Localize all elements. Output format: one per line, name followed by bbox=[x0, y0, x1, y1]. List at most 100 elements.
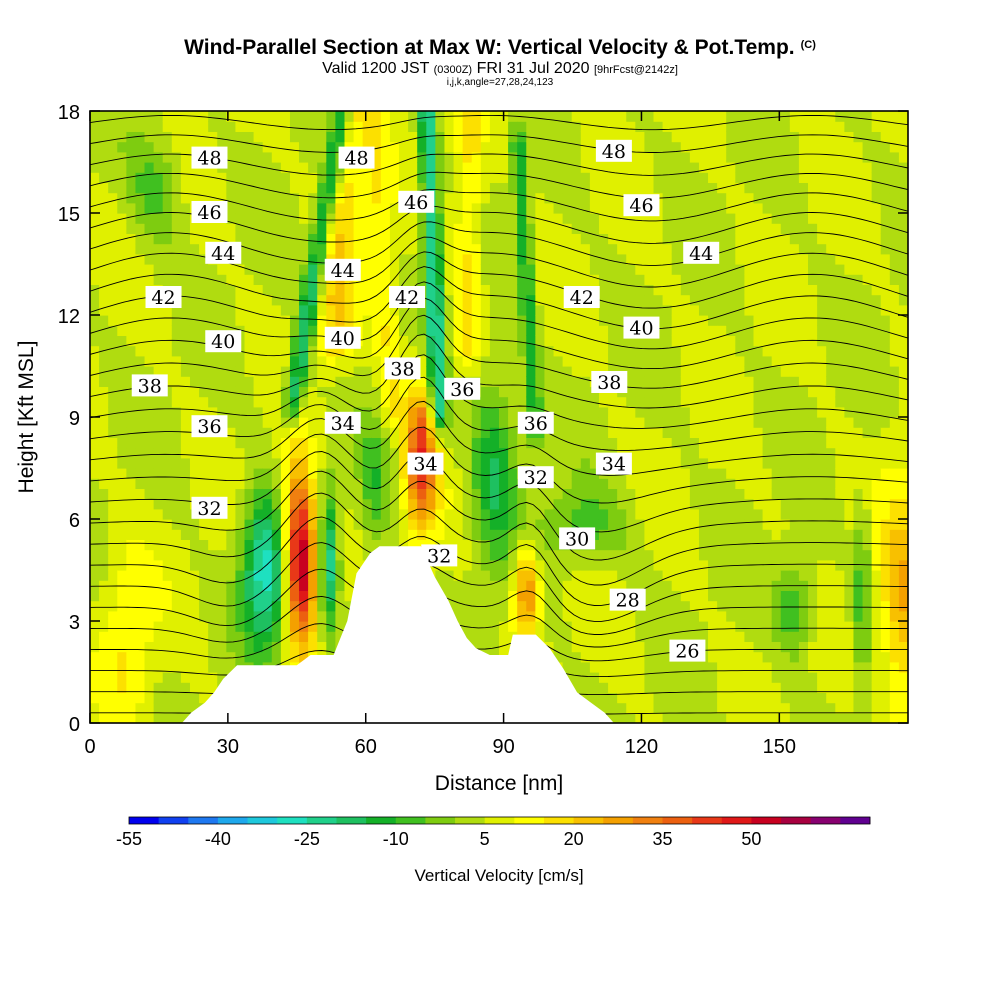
colorbar-swatch bbox=[603, 817, 634, 824]
colorbar-tick-label: -55 bbox=[116, 829, 142, 849]
contour-label: 36 bbox=[191, 415, 228, 438]
colorbar-swatch bbox=[395, 817, 426, 824]
contour-label-text: 44 bbox=[331, 260, 355, 282]
contour-label-text: 30 bbox=[565, 528, 589, 550]
forecast-info: [9hrFcst@2142z] bbox=[593, 64, 678, 76]
contour-label: 42 bbox=[389, 286, 426, 309]
contour-label-box bbox=[623, 194, 660, 217]
contour-label: 30 bbox=[559, 527, 596, 550]
contour-label-box bbox=[623, 316, 660, 339]
y-tick-label: 12 bbox=[58, 306, 80, 328]
valid-utc: (0300Z) bbox=[433, 64, 473, 76]
colorbar-frame bbox=[128, 816, 871, 825]
contour-label-text: 48 bbox=[197, 148, 221, 170]
contour-label: 46 bbox=[398, 190, 435, 214]
colorbar-tick-label: 50 bbox=[741, 829, 761, 849]
contour-label: 34 bbox=[407, 452, 444, 476]
contour-label-text: 40 bbox=[331, 328, 355, 350]
contour-label-text: 36 bbox=[524, 413, 548, 435]
contour-label-text: 32 bbox=[197, 498, 221, 520]
x-tick-label: 0 bbox=[84, 736, 95, 758]
colorbar-tick-label: -40 bbox=[205, 829, 231, 849]
contour-label-text: 48 bbox=[602, 141, 626, 163]
contour-label-box bbox=[595, 452, 632, 475]
contour-label-box bbox=[683, 241, 720, 264]
contour-label-text: 42 bbox=[151, 287, 175, 309]
contour-label-box bbox=[398, 190, 435, 213]
contour-label-text: 34 bbox=[413, 454, 437, 476]
colorbar-swatch bbox=[217, 817, 248, 824]
colorbar-swatch bbox=[129, 817, 160, 824]
contour-label: 36 bbox=[517, 411, 554, 435]
potential-temperature-contours bbox=[90, 114, 908, 715]
contour-label: 40 bbox=[324, 326, 361, 350]
contour-label: 38 bbox=[591, 371, 628, 394]
chart-subtitle: Valid 1200 JST (0300Z) FRI 31 Jul 2020 [… bbox=[0, 60, 1000, 78]
contour-label: 48 bbox=[595, 139, 632, 163]
colorbar-swatch bbox=[692, 817, 723, 824]
y-tick-label: 6 bbox=[69, 510, 80, 532]
contour-label: 42 bbox=[145, 286, 182, 309]
contour-label: 48 bbox=[191, 146, 228, 170]
colorbar-swatch bbox=[484, 817, 515, 824]
contour-label-text: 44 bbox=[211, 243, 235, 265]
contour-label-box bbox=[324, 258, 361, 281]
x-axis-label: Distance [nm] bbox=[435, 772, 563, 795]
contour-label: 44 bbox=[324, 258, 361, 282]
chart-indices: i,j,k,angle=27,28,24,123 bbox=[446, 77, 554, 88]
colorbar-tick-label: 20 bbox=[564, 829, 584, 849]
contour-label-box bbox=[338, 146, 375, 169]
contour-label-text: 32 bbox=[427, 545, 451, 567]
contour-label-box bbox=[669, 639, 706, 662]
contour-label: 28 bbox=[609, 588, 646, 612]
contour-label: 36 bbox=[444, 377, 481, 401]
colorbar-swatch bbox=[336, 817, 367, 824]
contour-label-text: 46 bbox=[197, 202, 221, 224]
contour-label-text: 34 bbox=[331, 413, 355, 435]
colorbar-swatch bbox=[662, 817, 693, 824]
y-tick-label: 9 bbox=[69, 408, 80, 430]
colorbar-swatch bbox=[573, 817, 604, 824]
contour-label-text: 46 bbox=[629, 195, 653, 217]
colorbar-swatch bbox=[455, 817, 486, 824]
contour-label: 34 bbox=[324, 411, 361, 435]
colorbar-tick-label: 35 bbox=[653, 829, 673, 849]
colorbar-swatch bbox=[751, 817, 782, 824]
contour-label: 38 bbox=[384, 357, 421, 380]
colorbar-title: Vertical Velocity [cm/s] bbox=[414, 866, 583, 885]
copyright-mark: (C) bbox=[800, 39, 816, 51]
contour-label-box bbox=[563, 286, 600, 308]
colorbar-swatch bbox=[721, 817, 752, 824]
contour-label-text: 36 bbox=[197, 416, 221, 438]
valid-prefix: Valid 1200 JST bbox=[322, 60, 430, 77]
contour-label-box bbox=[205, 330, 242, 353]
terrain-layer bbox=[90, 546, 908, 723]
chart-title: Wind-Parallel Section at Max W: Vertical… bbox=[0, 36, 1000, 60]
colorbar-swatch bbox=[158, 817, 189, 824]
contour-label: 44 bbox=[205, 241, 242, 265]
contour-label-text: 48 bbox=[344, 148, 368, 170]
contour-label-box bbox=[324, 326, 361, 349]
contour-label: 44 bbox=[683, 241, 720, 265]
contour-label-text: 46 bbox=[404, 192, 428, 214]
y-tick-label: 18 bbox=[58, 102, 80, 124]
contour-label: 38 bbox=[131, 374, 168, 397]
contour-label-box bbox=[559, 527, 596, 550]
colorbar-swatch bbox=[306, 817, 337, 824]
contour-label: 34 bbox=[595, 452, 632, 476]
colorbar-swatch bbox=[188, 817, 219, 824]
contour-labels: 48 48 48 46 46 46 44 44 44 42 42 42 40 40 40 38 38 38 36 36… bbox=[131, 139, 720, 663]
contour-label-text: 34 bbox=[602, 454, 626, 476]
colorbar-swatch bbox=[425, 817, 456, 824]
x-tick-label: 30 bbox=[217, 736, 239, 758]
contour-label-box bbox=[407, 452, 444, 475]
colorbar-swatch bbox=[277, 817, 308, 824]
colorbar-tick-label: -10 bbox=[383, 829, 409, 849]
contour-label: 32 bbox=[421, 544, 458, 567]
contour-label-box bbox=[421, 544, 458, 567]
contour-label-box bbox=[517, 411, 554, 434]
colorbar-swatch bbox=[366, 817, 397, 824]
contour-label-box bbox=[191, 201, 228, 223]
contour-label-text: 38 bbox=[138, 375, 162, 397]
